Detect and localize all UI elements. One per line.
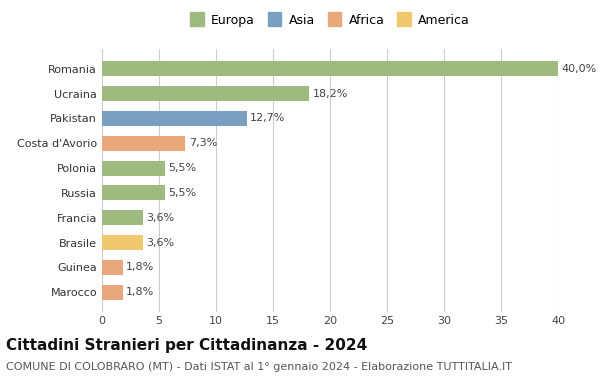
Text: 12,7%: 12,7% <box>250 113 286 124</box>
Bar <box>102 111 247 126</box>
Text: Cittadini Stranieri per Cittadinanza - 2024: Cittadini Stranieri per Cittadinanza - 2… <box>6 339 367 353</box>
Text: 1,8%: 1,8% <box>126 263 154 272</box>
Bar <box>102 185 164 200</box>
Legend: Europa, Asia, Africa, America: Europa, Asia, Africa, America <box>185 8 475 32</box>
Text: 40,0%: 40,0% <box>562 64 596 74</box>
Bar <box>102 86 310 101</box>
Bar <box>102 136 185 151</box>
Text: 18,2%: 18,2% <box>313 89 348 98</box>
Text: 3,6%: 3,6% <box>146 238 175 248</box>
Bar <box>102 235 143 250</box>
Text: COMUNE DI COLOBRARO (MT) - Dati ISTAT al 1° gennaio 2024 - Elaborazione TUTTITAL: COMUNE DI COLOBRARO (MT) - Dati ISTAT al… <box>6 363 512 372</box>
Text: 1,8%: 1,8% <box>126 287 154 297</box>
Bar <box>102 285 122 300</box>
Bar <box>102 161 164 176</box>
Text: 5,5%: 5,5% <box>168 188 196 198</box>
Text: 3,6%: 3,6% <box>146 213 175 223</box>
Bar <box>102 61 558 76</box>
Bar <box>102 260 122 275</box>
Text: 7,3%: 7,3% <box>188 138 217 148</box>
Bar <box>102 210 143 225</box>
Text: 5,5%: 5,5% <box>168 163 196 173</box>
